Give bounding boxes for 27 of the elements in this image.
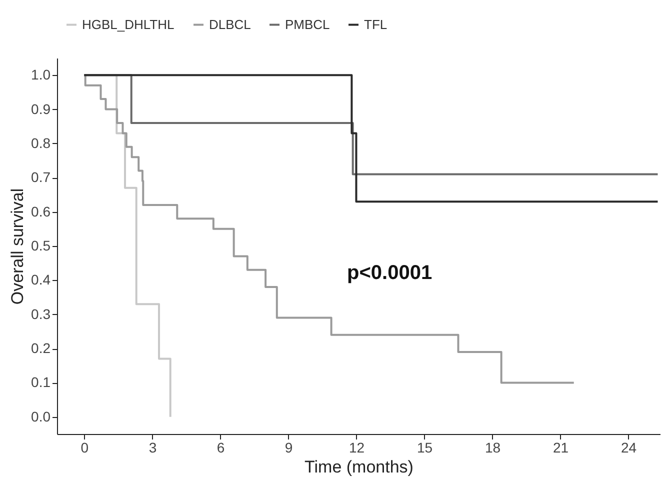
y-tick-label: 0.5 — [31, 238, 51, 254]
x-tick-label: 24 — [620, 440, 637, 456]
x-tick-label: 12 — [348, 440, 365, 456]
y-tick-label: 0.6 — [31, 203, 51, 220]
annotation: p<0.0001 — [347, 262, 432, 284]
y-tick-label: 0.1 — [31, 374, 51, 390]
y-tick-label: 0.0 — [31, 408, 51, 424]
y-tick-label: 0.8 — [31, 134, 51, 151]
legend-label: TFL — [364, 16, 388, 32]
y-axis-title: Overall survival — [8, 188, 28, 305]
y-tick-label: 0.7 — [31, 169, 51, 186]
legend-label: PMBCL — [285, 16, 330, 32]
x-tick-label: 21 — [552, 440, 569, 456]
y-tick-label: 0.2 — [31, 340, 51, 356]
x-tick-label: 9 — [284, 440, 293, 456]
x-tick-label: 15 — [416, 440, 433, 456]
y-tick-label: 0.4 — [31, 272, 51, 288]
x-tick-label: 3 — [148, 440, 157, 456]
x-tick-label: 18 — [484, 440, 501, 456]
y-tick-label: 0.9 — [31, 100, 51, 117]
y-tick-label: 1.0 — [31, 66, 51, 83]
x-axis-title: Time (months) — [304, 458, 414, 476]
legend-label: HGBL_DHLTHL — [82, 16, 174, 32]
x-tick-label: 6 — [216, 440, 225, 456]
y-tick-label: 0.3 — [31, 306, 51, 322]
legend-label: DLBCL — [209, 16, 251, 32]
x-tick-label: 0 — [80, 440, 89, 456]
